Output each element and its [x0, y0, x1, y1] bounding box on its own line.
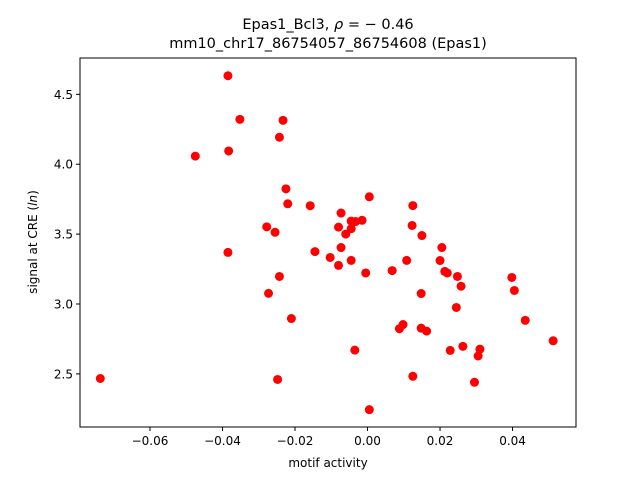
x-axis: −0.06 −0.04 −0.02 0.00 0.02 0.04 [132, 427, 526, 448]
points-layer [95, 71, 558, 415]
data-point-40 [394, 324, 404, 334]
data-point-33 [387, 266, 397, 276]
data-point-3 [224, 146, 234, 156]
data-point-23 [341, 229, 351, 239]
data-point-28 [346, 255, 356, 265]
data-point-53 [473, 351, 483, 361]
data-point-34 [402, 255, 412, 265]
data-point-8 [281, 184, 291, 194]
data-point-27 [357, 215, 367, 225]
data-point-44 [437, 243, 447, 253]
x-tick-label-5: 0.04 [499, 434, 526, 448]
y-tick-label-3: 4.0 [54, 158, 73, 172]
data-point-36 [407, 220, 417, 230]
chart-title-line2: mm10_chr17_86754057_86754608 (Epas1) [169, 36, 487, 52]
data-point-19 [334, 222, 344, 232]
data-point-54 [475, 344, 485, 354]
data-point-45 [435, 256, 445, 266]
data-point-24 [346, 224, 356, 234]
data-point-29 [350, 345, 360, 355]
data-point-37 [417, 231, 427, 241]
data-point-0 [95, 374, 105, 383]
data-point-55 [469, 377, 479, 387]
data-point-58 [520, 315, 530, 325]
data-point-52 [458, 341, 468, 351]
data-point-21 [336, 243, 346, 253]
data-point-31 [364, 192, 374, 202]
data-point-51 [445, 345, 455, 355]
data-point-10 [262, 222, 272, 232]
data-point-49 [456, 281, 466, 291]
data-point-11 [270, 227, 280, 237]
x-tick-label-3: 0.00 [354, 434, 381, 448]
data-point-7 [274, 132, 284, 142]
y-axis-label: signal at CRE (ln) [26, 190, 40, 294]
data-point-59 [548, 336, 558, 346]
data-point-12 [274, 271, 284, 281]
data-point-6 [278, 115, 288, 125]
y-tick-label-0: 2.5 [54, 367, 73, 381]
plot-frame [79, 57, 577, 428]
data-point-4 [223, 247, 233, 257]
x-tick-label-2: −0.02 [277, 434, 314, 448]
data-point-5 [235, 114, 245, 124]
y-tick-label-4: 4.5 [54, 88, 73, 102]
data-point-2 [223, 71, 233, 81]
data-point-38 [416, 289, 426, 299]
data-point-48 [452, 271, 462, 281]
data-point-13 [264, 288, 274, 298]
data-point-56 [507, 272, 517, 282]
data-point-30 [361, 268, 371, 278]
data-point-42 [422, 326, 432, 336]
data-point-35 [408, 201, 418, 211]
data-point-16 [305, 201, 315, 211]
y-axis: 2.5 3.0 3.5 4.0 4.5 [54, 88, 80, 381]
x-axis-label: motif activity [288, 456, 367, 470]
x-tick-label-4: 0.02 [427, 434, 454, 448]
data-point-9 [283, 199, 293, 209]
data-point-18 [325, 252, 335, 262]
data-point-47 [442, 268, 452, 278]
data-point-43 [408, 371, 418, 381]
data-point-1 [190, 151, 200, 161]
data-point-57 [509, 285, 519, 295]
y-tick-label-2: 3.5 [54, 228, 73, 242]
chart-title-line1: Epas1_Bcl3, ρ = − 0.46 [242, 17, 413, 33]
x-tick-label-1: −0.04 [204, 434, 241, 448]
data-point-50 [451, 302, 461, 312]
x-tick-label-0: −0.06 [132, 434, 169, 448]
data-point-17 [310, 247, 320, 257]
data-point-15 [273, 374, 283, 384]
data-point-32 [364, 405, 374, 415]
data-point-20 [336, 208, 346, 218]
data-point-22 [334, 260, 344, 270]
y-tick-label-1: 3.0 [54, 298, 73, 312]
data-point-14 [286, 314, 296, 324]
